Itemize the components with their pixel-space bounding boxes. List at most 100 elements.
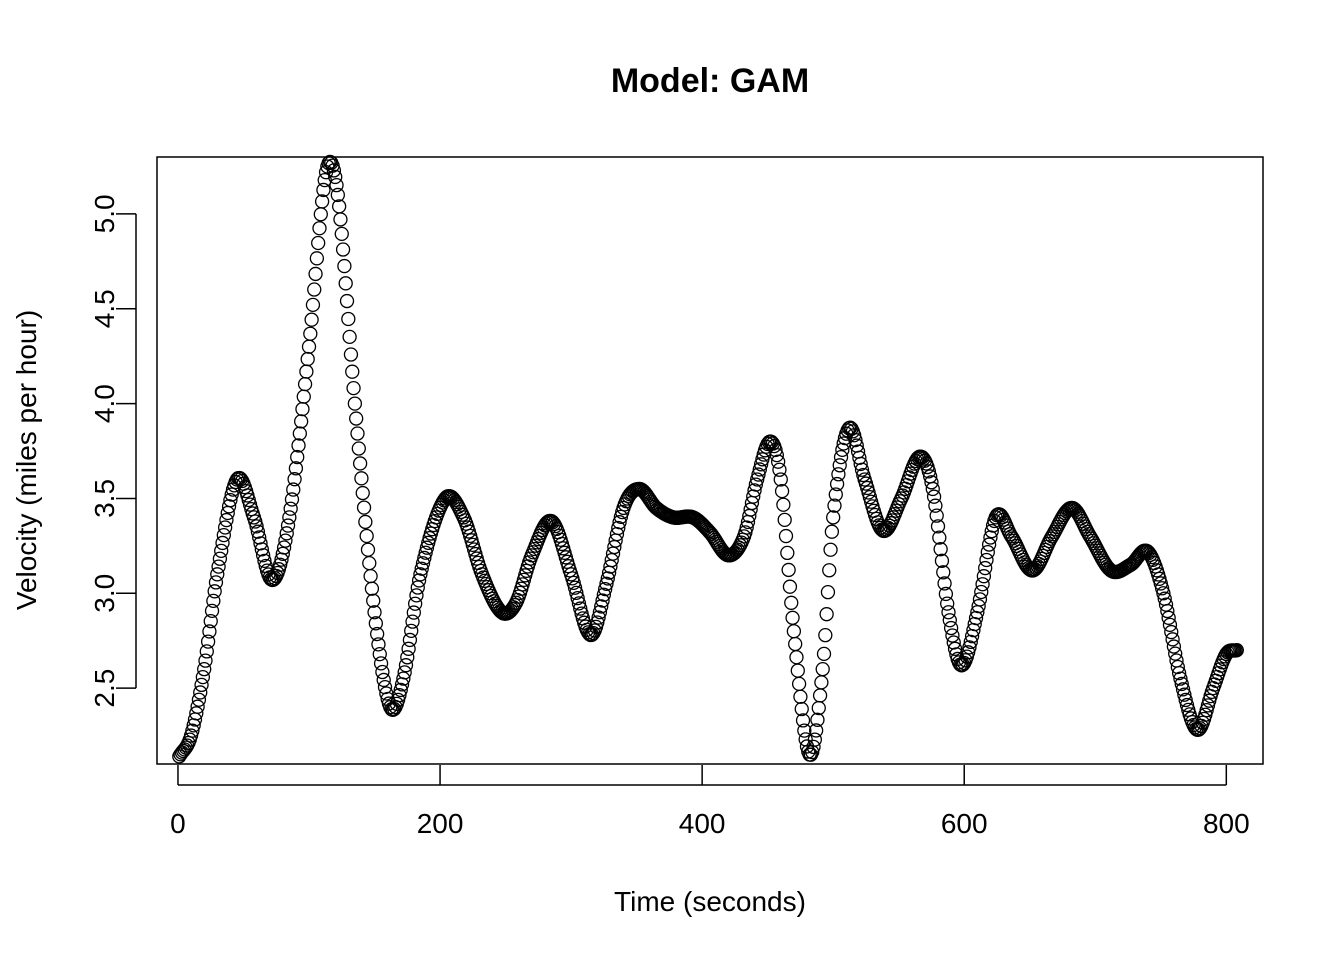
- data-point: [770, 454, 786, 469]
- data-point: [940, 596, 955, 611]
- data-point: [303, 326, 318, 341]
- data-point: [300, 351, 315, 367]
- data-point: [938, 586, 954, 602]
- data-point: [727, 545, 743, 560]
- data-point: [279, 526, 294, 541]
- data-point: [826, 510, 841, 525]
- data-point: [313, 207, 328, 222]
- data-point: [288, 461, 304, 476]
- data-point: [328, 169, 343, 185]
- data-point: [405, 614, 420, 629]
- data-point: [366, 593, 381, 608]
- data-point: [751, 467, 766, 482]
- data-point: [831, 467, 846, 482]
- data-point: [570, 590, 585, 606]
- data-point: [280, 518, 296, 533]
- data-point: [978, 560, 993, 576]
- data-point: [1173, 671, 1188, 686]
- data-point: [410, 580, 425, 595]
- data-point: [223, 492, 238, 508]
- data-point: [591, 610, 606, 625]
- data-point: [814, 675, 829, 690]
- data-point: [843, 420, 858, 435]
- x-tick-label: 600: [941, 808, 988, 839]
- data-point: [275, 546, 290, 561]
- data-point: [312, 221, 327, 236]
- data-point: [343, 347, 359, 362]
- data-point: [962, 640, 977, 655]
- data-point: [773, 472, 788, 487]
- data-point: [351, 441, 366, 456]
- data-point: [198, 653, 213, 668]
- data-point: [249, 519, 264, 534]
- data-point: [803, 747, 819, 762]
- data-point: [774, 483, 790, 499]
- data-point: [932, 530, 947, 545]
- data-point: [202, 624, 217, 639]
- data-point: [784, 595, 799, 610]
- data-point: [367, 605, 382, 620]
- data-point: [224, 487, 239, 502]
- data-point: [747, 483, 762, 498]
- data-point: [363, 568, 378, 584]
- data-point: [942, 613, 957, 628]
- data-point: [753, 457, 769, 472]
- data-point: [337, 258, 352, 274]
- data-point: [217, 520, 233, 535]
- data-point: [317, 172, 332, 188]
- data-point: [972, 592, 988, 607]
- data-point: [848, 432, 863, 448]
- data-point: [795, 713, 811, 728]
- data-point: [257, 553, 272, 568]
- data-point: [824, 524, 840, 539]
- data-point: [928, 498, 943, 513]
- data-point: [789, 650, 804, 665]
- data-point: [829, 476, 845, 492]
- data-point: [211, 559, 226, 574]
- x-axis: 0 200 400 600 800: [170, 765, 1250, 839]
- data-point: [373, 656, 389, 671]
- data-point: [330, 187, 345, 203]
- data-point: [329, 178, 344, 193]
- data-point: [599, 576, 614, 591]
- y-tick-label: 3.0: [89, 574, 120, 613]
- data-point: [778, 528, 794, 544]
- data-point: [296, 389, 311, 404]
- data-point: [282, 510, 297, 525]
- x-axis-label: Time (seconds): [614, 886, 806, 917]
- data-point: [797, 723, 812, 738]
- data-point: [974, 584, 989, 600]
- data-point: [397, 665, 412, 680]
- data-point: [702, 525, 718, 540]
- data-point: [584, 627, 600, 642]
- data-point: [362, 555, 377, 571]
- data-point: [822, 563, 837, 578]
- data-point: [980, 544, 995, 560]
- data-point: [185, 723, 200, 738]
- data-point: [335, 242, 351, 257]
- data-point: [349, 411, 364, 426]
- data-point: [924, 475, 939, 490]
- data-point: [350, 426, 365, 441]
- data-point: [415, 556, 431, 571]
- data-point: [1165, 632, 1180, 647]
- data-point: [347, 396, 363, 411]
- data-point: [833, 449, 849, 465]
- data-point: [1171, 665, 1187, 681]
- data-point: [776, 497, 791, 512]
- data-point: [807, 732, 822, 747]
- data-point: [1174, 676, 1189, 692]
- data-point: [612, 515, 627, 530]
- y-tick-label: 4.5: [89, 289, 120, 328]
- data-point: [190, 699, 205, 714]
- data-point: [930, 519, 946, 534]
- y-tick-label: 2.5: [89, 669, 120, 708]
- data-point: [194, 677, 209, 693]
- data-point: [828, 487, 843, 502]
- data-point: [286, 482, 301, 497]
- data-point: [785, 610, 800, 625]
- data-point: [781, 562, 796, 578]
- data-point: [818, 627, 833, 643]
- data-point: [354, 471, 369, 486]
- data-point: [411, 573, 427, 588]
